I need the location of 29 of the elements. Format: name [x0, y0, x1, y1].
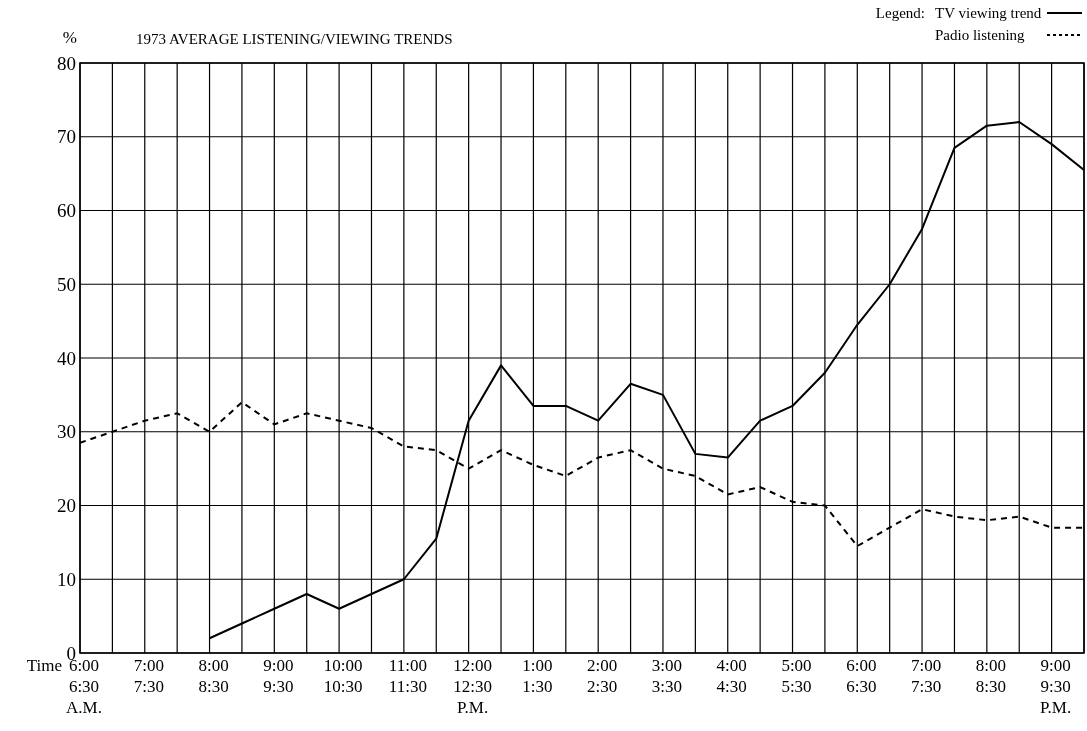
y-tick-label: 60: [57, 200, 76, 222]
y-tick-label: 10: [57, 568, 76, 590]
x-tick-label: 4:00 4:30: [716, 656, 747, 696]
x-tick-label: 9:00 9:30 P.M.: [1040, 656, 1072, 717]
y-tick-label: 80: [57, 52, 76, 74]
x-tick-label: 10:00 10:30: [323, 656, 363, 696]
x-tick-label: 2:00 2:30: [587, 656, 618, 696]
x-tick-label: 9:00 9:30: [263, 656, 294, 696]
x-tick-label: 8:00 8:30: [975, 656, 1006, 696]
x-tick-label: 3:00 3:30: [651, 656, 683, 696]
x-axis-title: Time: [26, 656, 62, 675]
y-axis-title: %: [62, 28, 77, 47]
x-tick-label: 6:00 6:30: [846, 656, 877, 696]
y-tick-label: 30: [57, 421, 76, 443]
x-tick-label: 7:00 7:30: [133, 656, 164, 696]
y-tick-label: 50: [57, 273, 76, 295]
x-tick-label: 7:00 7:30: [910, 656, 942, 696]
y-tick-label: 70: [57, 126, 76, 148]
y-tick-label: 20: [57, 495, 76, 517]
chart-title: 1973 AVERAGE LISTENING/VIEWING TRENDS: [136, 31, 453, 47]
x-tick-label: 5:00 5:30: [781, 656, 812, 696]
x-tick-label: 12:00 12:30 P.M.: [453, 656, 493, 717]
legend-label: TV viewing trend: [935, 5, 1042, 21]
x-tick-label: 8:00 8:30: [198, 656, 229, 696]
x-tick-label: 11:00 11:30: [388, 656, 427, 696]
x-tick-label: 1:00 1:30: [522, 656, 553, 696]
y-tick-label: 40: [57, 347, 76, 369]
legend-label: Padio listening: [935, 27, 1026, 43]
legend-title: Legend:: [875, 5, 925, 21]
